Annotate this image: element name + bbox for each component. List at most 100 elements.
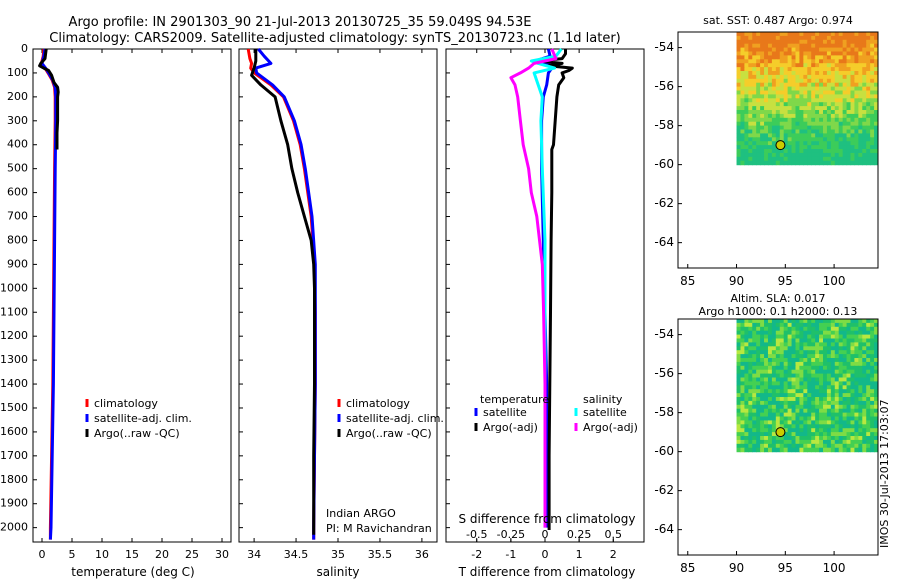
- sst-map-axes: 85 90 95 100 -54 -56 -58 -60 -62 -64: [654, 40, 845, 288]
- depth-tick-label: 300: [7, 114, 28, 127]
- x-tick-label: 10: [95, 548, 109, 561]
- map-y-tick-label: -54: [654, 327, 674, 341]
- temperature-xlabel: temperature (deg C): [71, 565, 194, 579]
- x-tick-label: 15: [125, 548, 139, 561]
- sst-heatmap: [736, 32, 878, 166]
- difference-panel: -2 -1 0 1 2 -0.5 -0.25 0 0.25 0.5 S difference f…: [445, 48, 645, 579]
- salinity-axes-frame: [238, 48, 438, 543]
- s-tick-label: 0.5: [605, 528, 623, 541]
- depth-tick-label: 0: [21, 42, 28, 55]
- map-x-tick-label: 90: [729, 274, 744, 288]
- temperature-x-axis: 0 5 10 15 20 25 30: [39, 49, 229, 561]
- depth-tick-label: 800: [7, 233, 28, 246]
- legend-argo-label: Argo(..raw -QC): [346, 427, 432, 440]
- depth-tick-label: 500: [7, 162, 28, 175]
- legend-t-satellite-label: satellite: [483, 406, 527, 419]
- x-tick-label: 30: [215, 548, 229, 561]
- depth-tick-label: 1800: [0, 473, 28, 486]
- series-argo-raw-qc: [38, 48, 60, 150]
- depth-tick-label: 400: [7, 138, 28, 151]
- map-y-tick-label: -62: [654, 483, 674, 497]
- map-y-tick-label: -64: [654, 235, 674, 249]
- x-tick-label: 34.5: [284, 548, 309, 561]
- depth-tick-label: 1100: [0, 305, 28, 318]
- x-tick-label: -1: [505, 548, 516, 561]
- x-tick-label: 36: [415, 548, 429, 561]
- s-tick-label: 0: [542, 528, 549, 541]
- legend-salinity-title: salinity: [583, 393, 623, 406]
- depth-tick-label: 200: [7, 90, 28, 103]
- figure-title-line2: Climatology: CARS2009. Satellite-adjuste…: [49, 31, 621, 46]
- salinity-series: [246, 48, 317, 540]
- sla-map-title: Altim. SLA: 0.017: [730, 292, 825, 305]
- series-satellite-adj-clim: [40, 48, 58, 540]
- legend-argo-label: Argo(..raw -QC): [94, 427, 180, 440]
- sla-map-frame: [677, 318, 879, 556]
- map-x-tick-label: 95: [778, 561, 793, 575]
- indian-argo-label: Indian ARGO: [326, 507, 396, 520]
- pi-label: PI: M Ravichandran: [326, 522, 432, 535]
- legend-temperature-title: temperature: [480, 393, 549, 406]
- map-y-tick-label: -60: [654, 157, 674, 171]
- difference-legend: temperature satellite Argo(-adj) salinit…: [474, 393, 638, 434]
- sla-heatmap: [736, 319, 878, 453]
- legend-satellite-label: satellite-adj. clim.: [346, 412, 444, 425]
- legend-climatology-label: climatology: [346, 397, 410, 410]
- depth-tick-label: 2000: [0, 521, 28, 534]
- temperature-series: [38, 48, 60, 540]
- sst-map-title: sat. SST: 0.487 Argo: 0.974: [703, 14, 853, 27]
- sla-map-axes: 85 90 95 100 -54 -56 -58 -60 -62 -64: [654, 327, 845, 575]
- salinity-panel: 34 34.5 35 35.5 36 salinity climatology sate…: [238, 48, 444, 579]
- x-tick-label: 35: [331, 548, 345, 561]
- s-tick-label: -0.25: [497, 528, 525, 541]
- sst-argo-location-marker: [775, 140, 786, 151]
- map-x-tick-label: 100: [823, 274, 846, 288]
- sst-map-panel: sat. SST: 0.487 Argo: 0.974 85 90 95 100 -54…: [654, 14, 879, 288]
- map-y-tick-label: -64: [654, 522, 674, 536]
- depth-axis: 0 100 200 300 400 500 600 700 800 900 1000 1100 1200…: [0, 42, 450, 534]
- x-tick-label: 5: [69, 548, 76, 561]
- depth-tick-label: 600: [7, 186, 28, 199]
- sla-argo-location-marker: [775, 427, 786, 438]
- map-x-tick-label: 90: [729, 561, 744, 575]
- map-y-tick-label: -54: [654, 40, 674, 54]
- map-y-tick-label: -58: [654, 118, 674, 132]
- series-temperature-argo-adj: [536, 49, 574, 530]
- legend-t-argo-label: Argo(-adj): [483, 421, 538, 434]
- map-x-tick-label: 85: [680, 274, 695, 288]
- x-tick-label: 35.5: [368, 548, 393, 561]
- depth-tick-label: 1000: [0, 281, 28, 294]
- sla-map-subtitle: Argo h1000: 0.1 h2000: 0.13: [699, 305, 858, 318]
- map-x-tick-label: 100: [823, 561, 846, 575]
- imos-timestamp: IMOS 30-Jul-2013 17:03:07: [878, 399, 891, 548]
- difference-series: [509, 48, 574, 530]
- s-tick-label: 0.25: [567, 528, 592, 541]
- depth-tick-label: 1300: [0, 353, 28, 366]
- salinity-xlabel: salinity: [316, 565, 359, 579]
- temperature-axes-frame: [32, 48, 232, 543]
- x-tick-label: 20: [155, 548, 169, 561]
- x-tick-label: -2: [471, 548, 482, 561]
- x-tick-label: 0: [39, 548, 46, 561]
- map-y-tick-label: -60: [654, 444, 674, 458]
- depth-tick-label: 1700: [0, 449, 28, 462]
- series-salinity-argo-adj: [509, 48, 558, 528]
- x-tick-label: 34: [247, 548, 261, 561]
- series-satellite-adj-clim: [254, 48, 317, 540]
- depth-tick-label: 1900: [0, 497, 28, 510]
- map-y-tick-label: -56: [654, 366, 674, 380]
- s-difference-x-axis: -0.5 -0.25 0 0.25 0.5: [466, 528, 622, 542]
- temperature-panel: 0100200300400500600700800900100011001200…: [0, 42, 450, 579]
- depth-tick-label: 1600: [0, 425, 28, 438]
- t-difference-label: T difference from climatology: [458, 565, 636, 579]
- legend-climatology-label: climatology: [94, 397, 158, 410]
- depth-tick-label: 900: [7, 257, 28, 270]
- legend-s-satellite-label: satellite: [583, 406, 627, 419]
- x-tick-label: 2: [610, 548, 617, 561]
- map-y-tick-label: -58: [654, 405, 674, 419]
- depth-tick-label: 1200: [0, 329, 28, 342]
- x-tick-label: 1: [576, 548, 583, 561]
- map-x-tick-label: 85: [680, 561, 695, 575]
- depth-tick-label: 1400: [0, 377, 28, 390]
